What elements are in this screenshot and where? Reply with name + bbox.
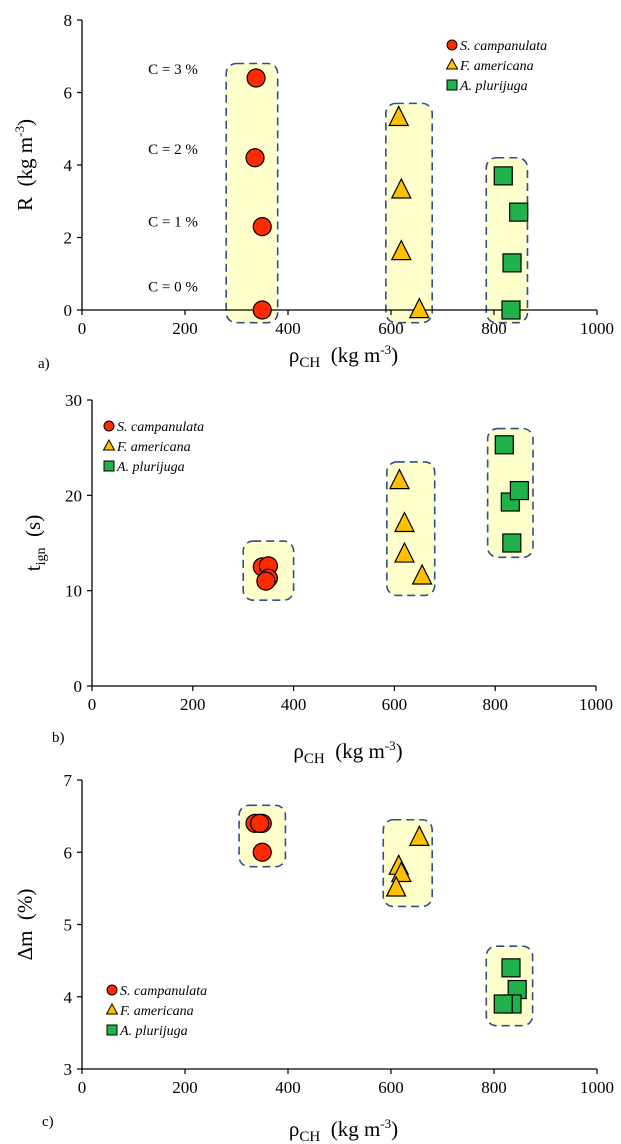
data-point <box>252 842 272 862</box>
data-point <box>411 563 433 585</box>
x-axis-label: ρCH (kg m-3) <box>293 738 402 767</box>
y-tick-label: 2 <box>64 229 73 248</box>
data-point <box>388 468 410 490</box>
legend-marker <box>446 79 458 91</box>
annotation-label: C = 0 % <box>148 280 198 296</box>
x-tick-label: 200 <box>172 1078 198 1097</box>
y-tick-label: 5 <box>64 916 73 935</box>
data-point <box>252 300 272 320</box>
x-tick-label: 1000 <box>580 1078 614 1097</box>
panel-label: c) <box>42 1114 54 1130</box>
chart-panel: 0 200 400 600 800 1000 3 4 5 6 7 S. campanulata F. a… <box>13 771 614 1144</box>
annotation-label: C = 2 % <box>148 142 198 158</box>
legend-marker <box>446 39 458 51</box>
y-tick-label: 4 <box>64 988 73 1007</box>
y-tick-label: 10 <box>65 582 82 601</box>
x-tick-label: 600 <box>382 695 408 714</box>
data-point <box>408 297 430 319</box>
y-tick-label: 30 <box>65 391 82 410</box>
data-point <box>245 148 265 168</box>
legend-marker <box>106 1024 118 1036</box>
x-tick-label: 800 <box>482 695 508 714</box>
x-axis-label: ρCH (kg m-3) <box>289 1116 398 1144</box>
legend-label: S. campanulata <box>120 984 207 999</box>
x-tick-label: 1000 <box>579 695 613 714</box>
data-point <box>509 480 529 501</box>
x-tick-label: 600 <box>378 319 404 338</box>
data-point <box>252 217 272 237</box>
legend-label: A. plurijuga <box>459 79 528 94</box>
data-point <box>250 813 270 833</box>
x-tick-label: 400 <box>275 319 301 338</box>
y-tick-label: 3 <box>64 1060 73 1079</box>
y-tick-label: 0 <box>74 677 83 696</box>
y-axis-label: Δm (%) <box>13 889 37 961</box>
data-point <box>502 533 522 553</box>
x-axis-label: ρCH (kg m-3) <box>289 342 398 371</box>
data-point <box>493 994 513 1014</box>
data-point <box>385 875 407 897</box>
legend-marker <box>102 438 116 451</box>
legend-label: A. plurijuga <box>116 460 185 475</box>
data-point <box>501 300 521 320</box>
data-point <box>394 541 415 563</box>
y-tick-label: 20 <box>65 486 82 505</box>
legend-label: S. campanulata <box>117 420 204 435</box>
x-tick-label: 800 <box>481 319 507 338</box>
annotation-label: C = 1 % <box>148 214 198 230</box>
legend-label: F. americana <box>119 1004 194 1019</box>
legend-label: F. americana <box>459 59 534 74</box>
y-tick-label: 4 <box>64 156 73 175</box>
panel-label: b) <box>52 730 65 746</box>
chart-panel: 0 200 400 600 800 1000 0 2 4 6 8 C = 0 % C = 1 % C = … <box>12 11 614 372</box>
y-tick-label: 7 <box>64 771 73 790</box>
x-tick-label: 400 <box>281 695 307 714</box>
x-tick-label: 0 <box>88 695 97 714</box>
data-point <box>394 511 415 533</box>
data-point <box>493 166 513 186</box>
x-tick-label: 200 <box>180 695 206 714</box>
y-tick-label: 0 <box>64 301 73 320</box>
data-point <box>390 177 412 199</box>
y-tick-label: 6 <box>64 84 73 103</box>
x-tick-label: 600 <box>378 1078 404 1097</box>
chart-panel: 0 200 400 600 800 1000 0 10 20 30 S. campanulata F.… <box>21 391 613 767</box>
data-point <box>256 571 276 591</box>
legend-label: F. americana <box>116 440 191 455</box>
x-tick-label: 800 <box>481 1078 507 1097</box>
x-tick-label: 0 <box>78 1078 87 1097</box>
panel-label: a) <box>38 356 50 372</box>
y-tick-label: 8 <box>64 11 73 30</box>
data-point <box>494 435 514 455</box>
y-axis-label: tign (s) <box>21 515 49 571</box>
legend-label: A. plurijuga <box>119 1024 188 1039</box>
legend-marker <box>105 1002 119 1015</box>
x-tick-label: 0 <box>78 319 87 338</box>
data-point <box>246 68 266 88</box>
group-box <box>225 62 279 324</box>
data-point <box>501 958 521 978</box>
x-tick-label: 1000 <box>580 319 614 338</box>
legend-label: S. campanulata <box>460 39 547 54</box>
x-tick-label: 200 <box>172 319 198 338</box>
legend-marker <box>103 420 115 432</box>
data-point <box>509 202 529 222</box>
legend-marker <box>103 460 115 472</box>
data-point <box>388 105 410 127</box>
data-point <box>502 253 522 273</box>
x-tick-label: 400 <box>275 1078 301 1097</box>
y-tick-label: 6 <box>64 843 73 862</box>
y-axis-label: R (kg m-3) <box>12 119 37 211</box>
legend-marker <box>445 57 459 70</box>
annotation-label: C = 3 % <box>148 62 198 78</box>
data-point <box>408 825 430 847</box>
group-box <box>385 102 434 324</box>
data-point <box>390 239 412 261</box>
legend-marker <box>106 984 118 996</box>
group-box <box>485 156 529 324</box>
